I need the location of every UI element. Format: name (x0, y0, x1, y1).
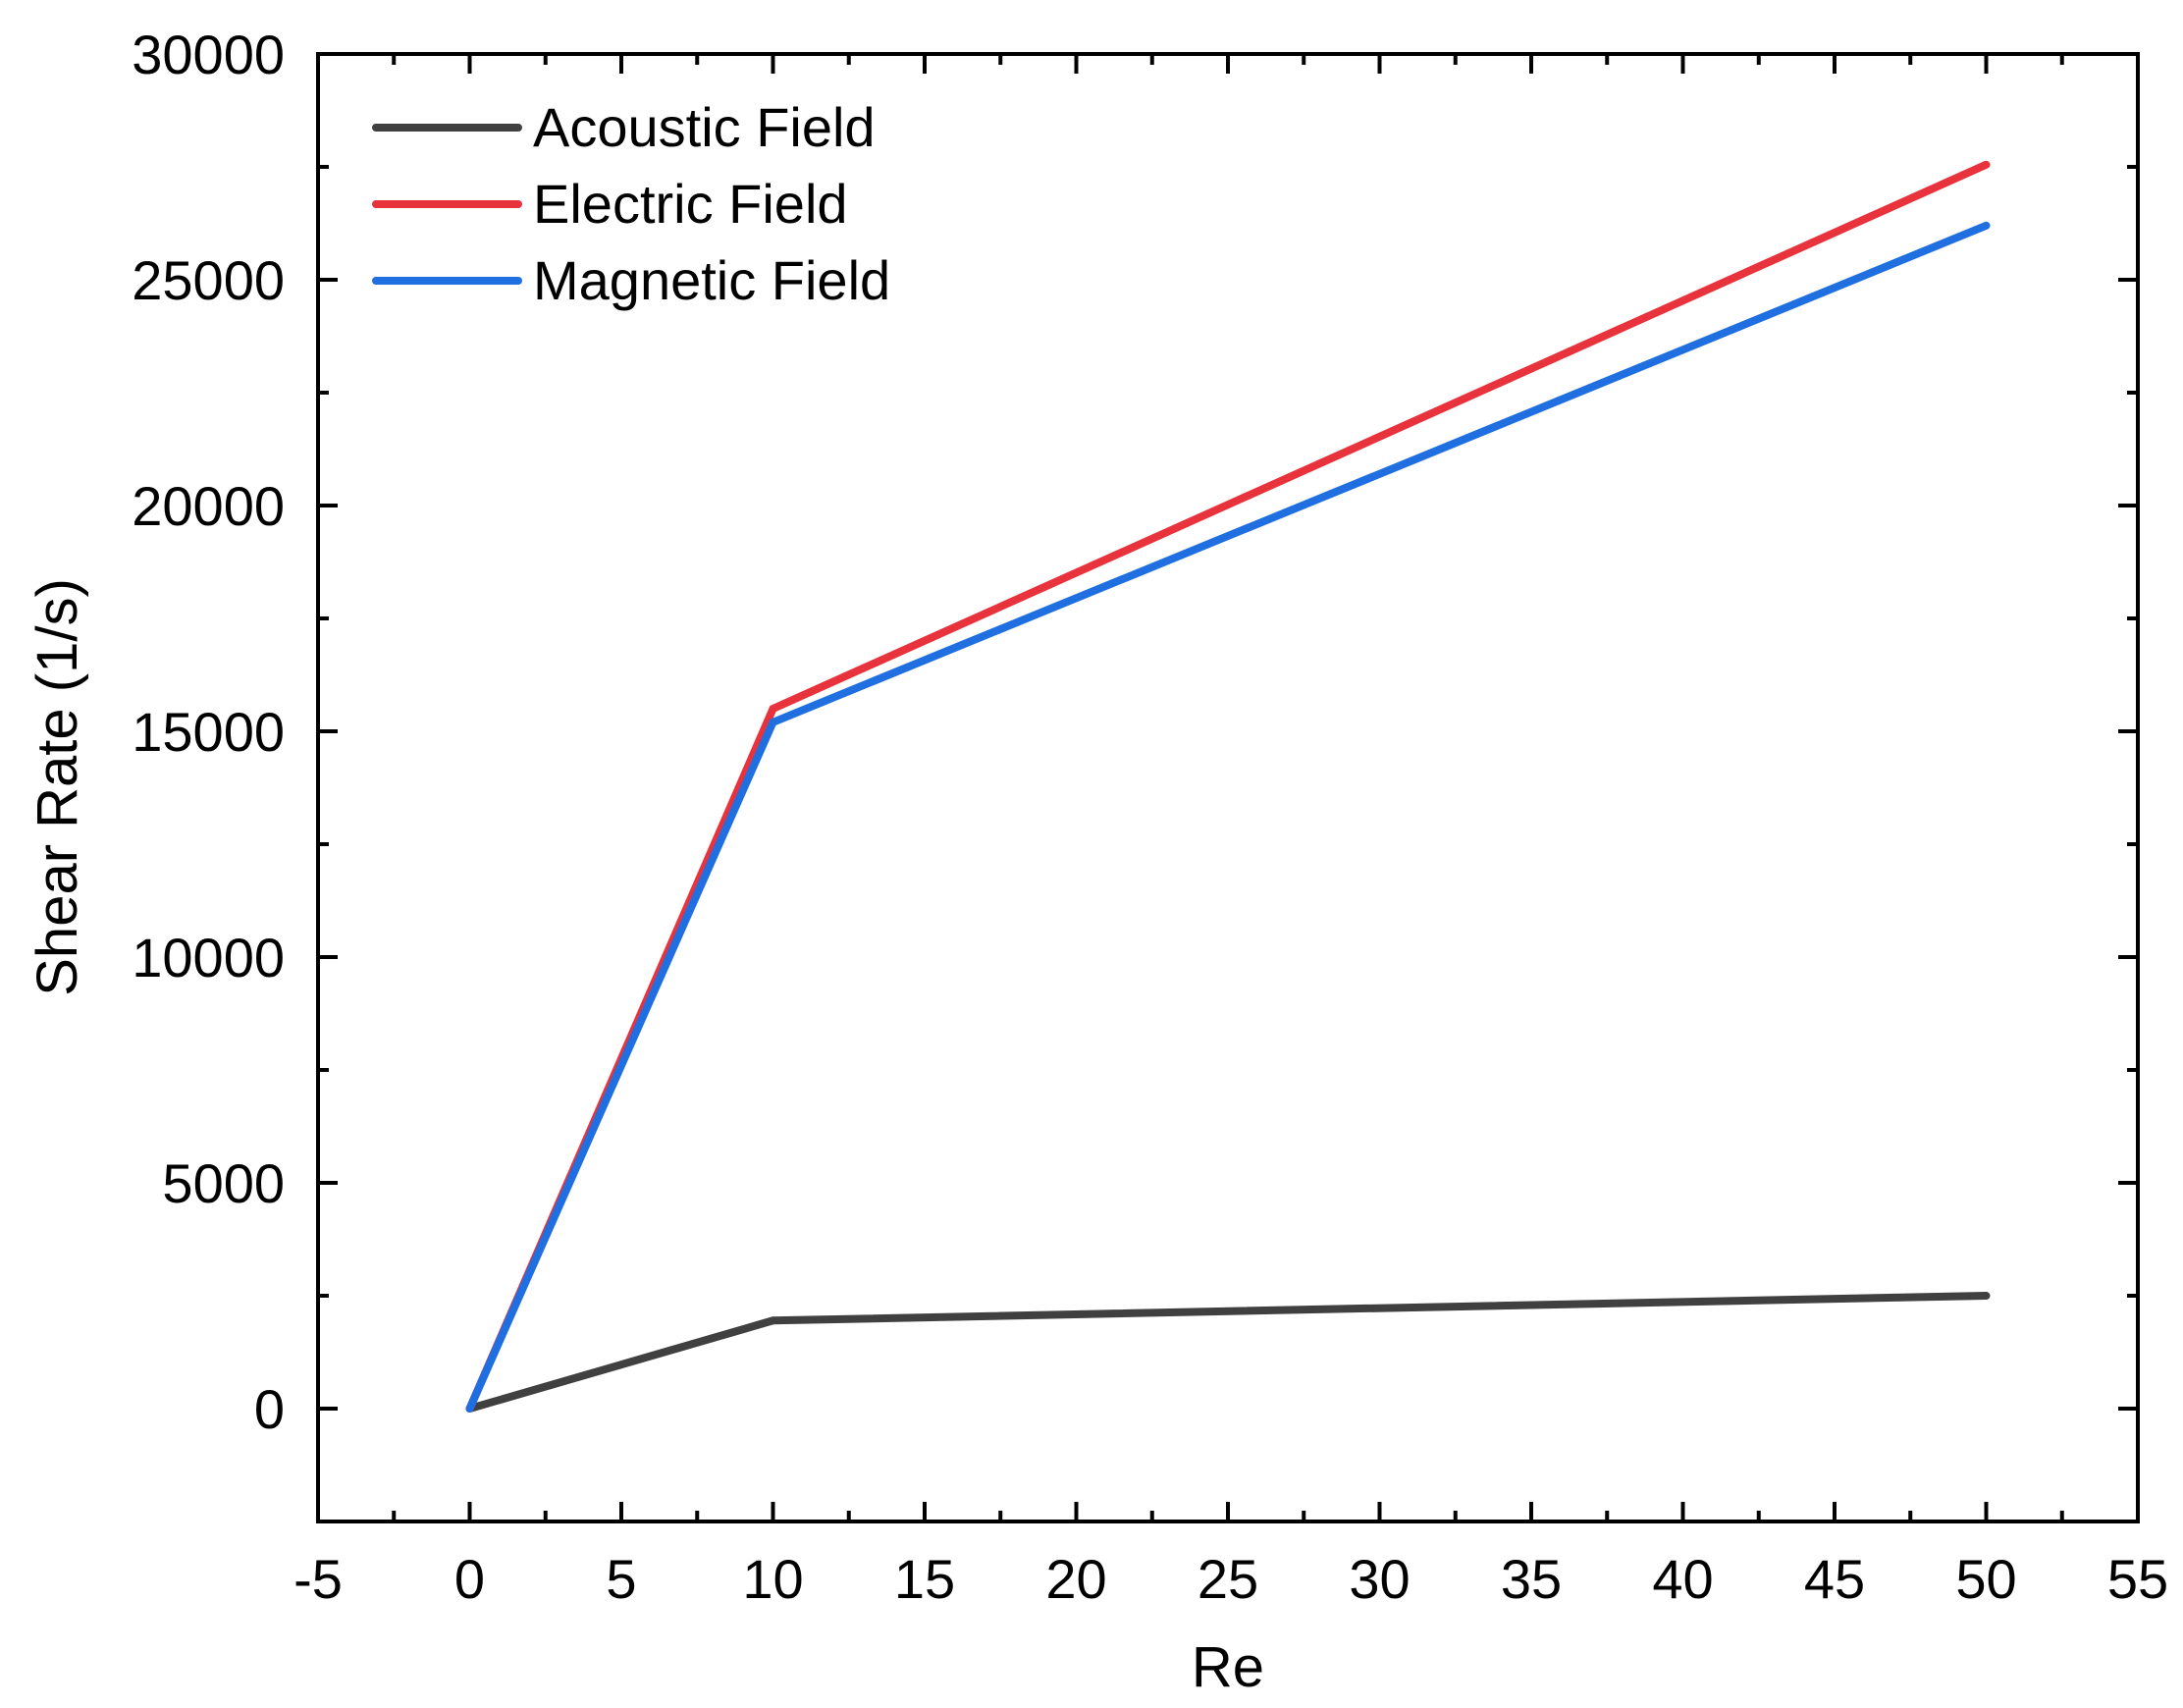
x-tick-label: 25 (1198, 1548, 1258, 1610)
y-tick-label: 0 (254, 1378, 285, 1440)
x-tick-label: 5 (606, 1548, 636, 1610)
y-tick-label: 10000 (132, 927, 285, 988)
x-tick-label: 30 (1349, 1548, 1410, 1610)
y-axis-title: Shear Rate (1/s) (26, 578, 89, 996)
series-layer (465, 160, 1991, 1413)
plot-frame (316, 52, 2140, 1523)
x-tick-label: 15 (894, 1548, 955, 1610)
x-tick-label: 40 (1652, 1548, 1713, 1610)
legend: Acoustic Field Electric Field Magnetic Fie… (372, 96, 890, 311)
x-tick-label: 0 (454, 1548, 485, 1610)
y-tick-label: 30000 (132, 24, 285, 85)
x-tick-label: 35 (1501, 1548, 1562, 1610)
x-tick-label: 20 (1045, 1548, 1106, 1610)
legend-label-magnetic-field: Magnetic Field (533, 249, 890, 311)
x-tick-label: 50 (1955, 1548, 2016, 1610)
legend-label-electric-field: Electric Field (533, 173, 848, 235)
x-tick-label: 10 (742, 1548, 803, 1610)
series-line-magnetic-field (465, 221, 1991, 1413)
x-tick-label: 45 (1804, 1548, 1865, 1610)
series-line-acoustic-field (465, 1292, 1991, 1413)
y-tick-labels: 0 5000 10000 15000 20000 25000 30000 (132, 24, 285, 1440)
y-tick-label: 25000 (132, 249, 285, 311)
x-tick-labels: -5 0 5 10 15 20 25 30 35 40 45 50 55 (293, 1548, 2168, 1610)
x-tick-label: 55 (2107, 1548, 2168, 1610)
legend-label-acoustic-field: Acoustic Field (533, 96, 876, 158)
x-axis-title: Re (1192, 1635, 1264, 1699)
y-tick-label: 5000 (162, 1152, 285, 1214)
y-tick-label: 20000 (132, 475, 285, 537)
x-tick-label: -5 (293, 1548, 343, 1610)
y-tick-label: 15000 (132, 701, 285, 763)
